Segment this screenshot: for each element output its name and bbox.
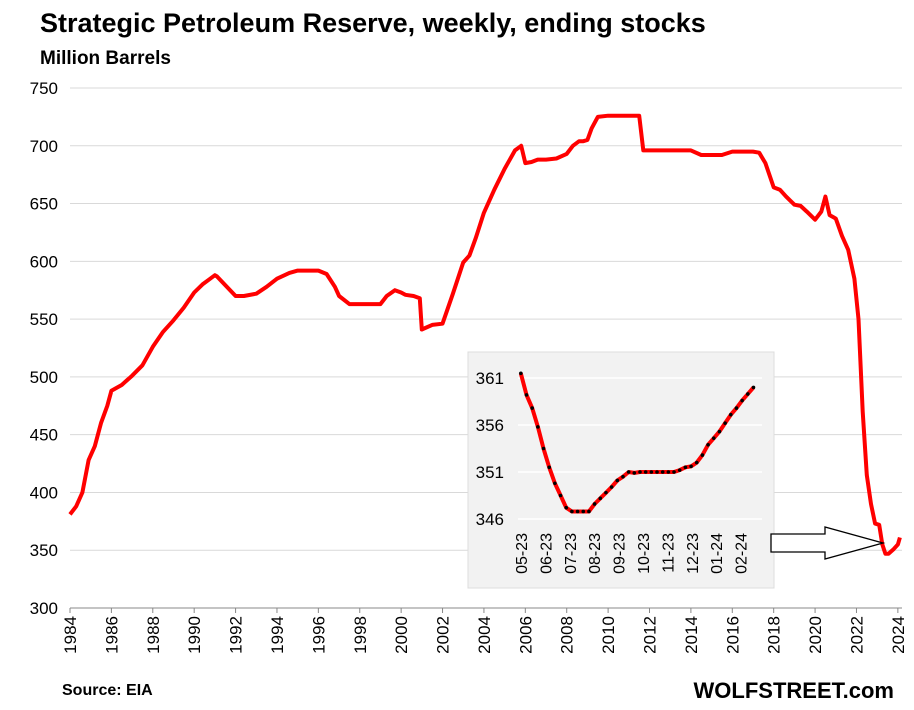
inset-x-tick-label: 06-23 (538, 533, 555, 574)
inset-x-tick-label: 10-23 (636, 533, 653, 574)
inset-y-tick-label: 356 (476, 416, 504, 435)
inset-point (677, 468, 682, 472)
inset-point (689, 464, 693, 469)
x-tick-label: 2006 (516, 616, 535, 654)
x-tick-label: 1990 (185, 616, 204, 654)
inset-point (530, 406, 534, 410)
inset-point (751, 385, 756, 390)
x-tick-label: 2014 (682, 616, 701, 654)
inset-point (581, 509, 586, 514)
brand-label: WOLFSTREET.com (693, 678, 894, 703)
y-tick-label: 700 (30, 137, 58, 156)
y-tick-label: 400 (30, 483, 58, 502)
x-tick-label: 1998 (351, 616, 370, 654)
inset-point (519, 371, 523, 376)
x-tick-label: 1984 (61, 616, 80, 654)
inset-point (649, 470, 654, 474)
inset-point (700, 453, 705, 457)
x-tick-label: 2002 (434, 616, 453, 654)
x-tick-label: 2020 (806, 616, 825, 654)
source-label: Source: EIA (62, 682, 153, 699)
inset-y-tick-label: 346 (476, 510, 504, 529)
inset-point (666, 470, 671, 474)
inset-point (558, 493, 563, 498)
inset-point (570, 509, 574, 514)
y-tick-label: 600 (30, 252, 58, 271)
x-tick-label: 2000 (392, 616, 411, 654)
x-tick-label: 1994 (268, 616, 287, 654)
inset-point (740, 398, 744, 403)
inset-point (524, 393, 529, 397)
inset-point (660, 470, 665, 474)
inset-point (711, 436, 716, 440)
inset-point (598, 496, 603, 501)
x-tick-label: 2008 (558, 616, 577, 654)
inset-point (728, 412, 733, 417)
inset-point (746, 392, 750, 396)
inset-point (655, 470, 659, 474)
y-tick-label: 350 (30, 541, 58, 560)
y-tick-label: 500 (30, 368, 58, 387)
inset-point (609, 485, 614, 489)
spr-stocks-line (68, 113, 902, 556)
y-tick-label: 550 (30, 310, 58, 329)
inset-x-tick-label: 07-23 (563, 533, 580, 574)
inset-point (632, 471, 637, 475)
inset-y-tick-label: 361 (476, 369, 504, 388)
inset-point (626, 470, 631, 474)
y-tick-label: 300 (30, 599, 58, 618)
inset-point (723, 421, 727, 425)
inset-point (694, 460, 699, 465)
inset-point (592, 502, 597, 506)
inset-point (615, 478, 620, 483)
inset-point (638, 470, 642, 474)
arrow-icon (770, 526, 886, 560)
x-tick-label: 1986 (102, 616, 121, 654)
inset-x-tick-label: 12-23 (685, 533, 702, 574)
x-tick-label: 2022 (847, 616, 866, 654)
inset-point (575, 509, 580, 514)
x-tick-label: 2010 (599, 616, 618, 654)
inset-point (547, 465, 552, 470)
y-tick-label: 650 (30, 195, 58, 214)
inset-point (621, 474, 625, 479)
inset-point (587, 509, 591, 514)
inset-point (541, 446, 546, 451)
chart-title: Strategic Petroleum Reserve, weekly, end… (40, 8, 706, 38)
inset-x-tick-label: 01-24 (709, 533, 726, 574)
y-tick-label: 450 (30, 426, 58, 445)
inset-x-tick-label: 09-23 (612, 533, 629, 574)
y-tick-label: 750 (30, 79, 58, 98)
inset-point (672, 470, 676, 474)
inset-x-tick-label: 08-23 (587, 533, 604, 574)
inset-point (734, 406, 739, 410)
y-axis-label: Million Barrels (40, 48, 171, 69)
x-tick-label: 2004 (475, 616, 494, 654)
inset-x-tick-label: 02-24 (734, 533, 751, 574)
x-tick-label: 2012 (641, 616, 660, 654)
x-tick-label: 1992 (227, 616, 246, 654)
inset-point (683, 465, 688, 470)
x-tick-label: 1996 (309, 616, 328, 654)
inset-panel (467, 351, 775, 589)
inset-point (717, 429, 722, 434)
inset-point (643, 470, 648, 474)
inset-point (706, 442, 710, 447)
x-tick-label: 2018 (765, 616, 784, 654)
x-tick-label: 1988 (144, 616, 163, 654)
inset-x-tick-label: 05-23 (514, 533, 531, 574)
inset-point (604, 490, 608, 495)
inset-point (536, 425, 540, 429)
inset-point (564, 505, 569, 510)
inset-y-tick-label: 351 (476, 463, 504, 482)
inset-point (553, 481, 557, 486)
inset-x-tick-label: 11-23 (660, 533, 677, 573)
x-tick-label: 2024 (889, 616, 908, 654)
x-tick-label: 2016 (723, 616, 742, 654)
